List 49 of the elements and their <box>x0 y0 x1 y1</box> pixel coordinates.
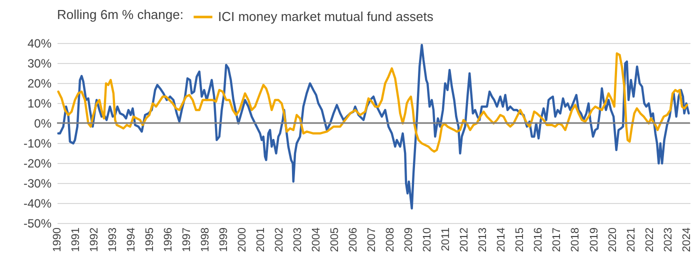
x-tick-label: 2024 <box>680 228 693 252</box>
y-tick-label: 20% <box>27 76 52 90</box>
x-tick-label: 2022 <box>644 228 656 252</box>
x-tick-label: 1994 <box>126 228 138 252</box>
x-tick-label: 2019 <box>588 228 600 252</box>
x-tick-label: 2010 <box>422 228 434 252</box>
x-tick-label: 2005 <box>329 228 342 252</box>
x-tick-label: 2008 <box>384 228 397 252</box>
y-tick-label: -30% <box>23 176 52 190</box>
x-tick-label: 1998 <box>200 228 212 252</box>
y-tick-label: -40% <box>23 196 52 210</box>
y-tick-label: 40% <box>27 36 52 50</box>
x-tick-label: 2012 <box>458 228 471 252</box>
x-tick-label: 2020 <box>606 228 619 252</box>
x-tick-label: 1993 <box>107 228 120 252</box>
x-tick-label: 2015 <box>514 228 526 252</box>
x-tick-label: 2016 <box>532 228 545 252</box>
legend-label: ICI money market mutual fund assets <box>218 9 434 24</box>
x-tick-label: 2014 <box>496 228 508 252</box>
y-tick-label: -10% <box>23 136 52 150</box>
x-tick-label: 1995 <box>144 228 156 252</box>
x-tick-label: 2001 <box>255 228 268 252</box>
x-tick-label: 2002 <box>274 228 286 252</box>
y-tick-label: 0% <box>34 116 52 130</box>
x-tick-label: 1997 <box>181 228 194 252</box>
x-tick-label: 2013 <box>477 228 490 252</box>
y-tick-label: -50% <box>23 216 52 230</box>
y-tick-label: 30% <box>27 56 52 70</box>
x-tick-label: 2011 <box>440 228 452 252</box>
x-tick-label: 1996 <box>162 228 175 252</box>
y-tick-label: -20% <box>23 156 52 170</box>
y-tick-label: 10% <box>27 96 52 110</box>
x-tick-label: 2004 <box>310 228 323 252</box>
x-tick-label: 2000 <box>236 228 249 252</box>
x-tick-label: 1992 <box>88 228 101 252</box>
x-tick-label: 2009 <box>403 228 416 252</box>
x-tick-label: 2006 <box>348 228 360 252</box>
x-tick-label: 2017 <box>551 228 564 252</box>
x-tick-label: 2018 <box>570 228 582 252</box>
x-tick-label: 2003 <box>292 228 304 252</box>
x-tick-label: 1991 <box>70 228 82 252</box>
x-tick-label: 2021 <box>625 228 638 252</box>
x-tick-label: 1999 <box>218 228 230 252</box>
legend-title: Rolling 6m % change: <box>57 7 184 22</box>
x-tick-label: 2007 <box>366 228 378 252</box>
x-tick-label: 2023 <box>662 228 674 252</box>
line-series <box>57 44 690 210</box>
line-series <box>57 52 688 153</box>
x-tick-label: 1990 <box>52 228 64 252</box>
